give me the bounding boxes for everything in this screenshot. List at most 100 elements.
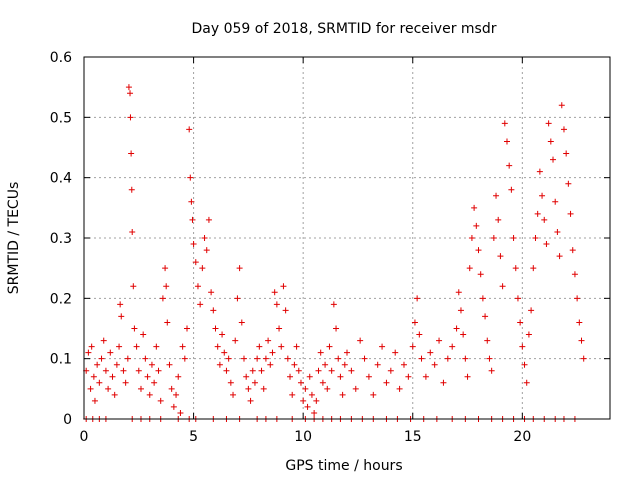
data-point [225,355,232,362]
data-point [357,337,364,344]
data-point [128,150,135,157]
data-point [273,301,280,308]
x-tick-label: 5 [189,429,198,445]
data-point [554,228,561,235]
data-point [300,397,307,404]
data-point [179,343,186,350]
data-point [302,385,309,392]
data-point [333,325,340,332]
data-point [111,391,118,398]
data-point [238,319,245,326]
data-point [510,235,517,241]
data-point [326,343,333,350]
data-point [219,331,226,338]
data-point [245,385,252,392]
data-point [188,198,195,205]
data-point [457,307,464,314]
data-point [466,265,473,272]
data-point [124,355,131,362]
data-point [431,361,438,368]
data-point [91,397,98,404]
data-point [306,373,313,380]
data-point [168,385,175,392]
data-point [545,120,552,127]
data-point [455,289,462,296]
data-point [348,367,355,374]
data-point [210,307,217,314]
data-point [214,343,221,350]
data-point [344,349,350,356]
data-point [453,325,460,332]
data-point [201,235,208,241]
data-point [153,343,160,350]
data-point [184,325,191,332]
data-point [319,379,326,386]
data-point [199,265,206,272]
data-point [284,355,291,362]
x-tick-label: 10 [294,429,312,445]
data-point [130,283,137,290]
data-point [223,367,230,374]
data-point [534,210,541,217]
data-point [311,409,318,416]
data-point [232,337,239,344]
data-point [337,373,344,380]
data-point [440,379,447,386]
data-point [576,319,583,326]
data-point [460,331,467,338]
data-point [107,349,114,356]
data-point [203,247,210,254]
data-point [122,379,129,386]
data-point [541,216,548,223]
data-point [282,307,289,314]
data-point [157,397,164,404]
y-axis-label: SRMTID / TECUs [6,182,22,295]
data-point [352,385,359,392]
data-point [322,361,329,368]
data-point [102,367,109,374]
data-point [227,379,234,386]
data-point [335,355,342,362]
data-point [133,343,140,350]
data-point [269,349,276,356]
data-point [127,90,134,97]
data-point [137,385,144,392]
data-point [186,126,193,133]
data-point [552,198,559,205]
data-point [550,156,557,163]
y-tick-label: 0.1 [50,352,72,368]
data-point [400,361,407,368]
data-point [418,355,425,362]
data-point [190,241,197,248]
data-point [308,391,315,398]
data-point [578,337,585,344]
data-point [416,331,423,338]
data-point [98,355,105,362]
data-point [240,355,247,362]
data-point [514,295,521,302]
data-point [396,385,403,392]
data-point [536,168,543,175]
data-point [477,271,484,278]
data-point [265,337,272,344]
y-tick-label: 0 [63,412,72,428]
data-point [243,373,250,380]
data-point [324,385,331,392]
data-point [258,367,265,374]
data-point [486,355,493,362]
data-point [387,367,394,374]
data-point [276,325,283,332]
x-tick-label: 20 [513,429,531,445]
data-point [197,301,204,308]
data-points [83,84,587,422]
data-point [116,343,123,350]
data-point [525,331,532,338]
x-tick-label: 15 [404,429,422,445]
data-point [422,373,429,380]
data-point [556,253,563,260]
data-point [473,222,480,229]
data-point [506,162,513,169]
data-point [164,319,171,326]
x-axis-ticks: 0 5 10 15 20 [80,57,531,445]
